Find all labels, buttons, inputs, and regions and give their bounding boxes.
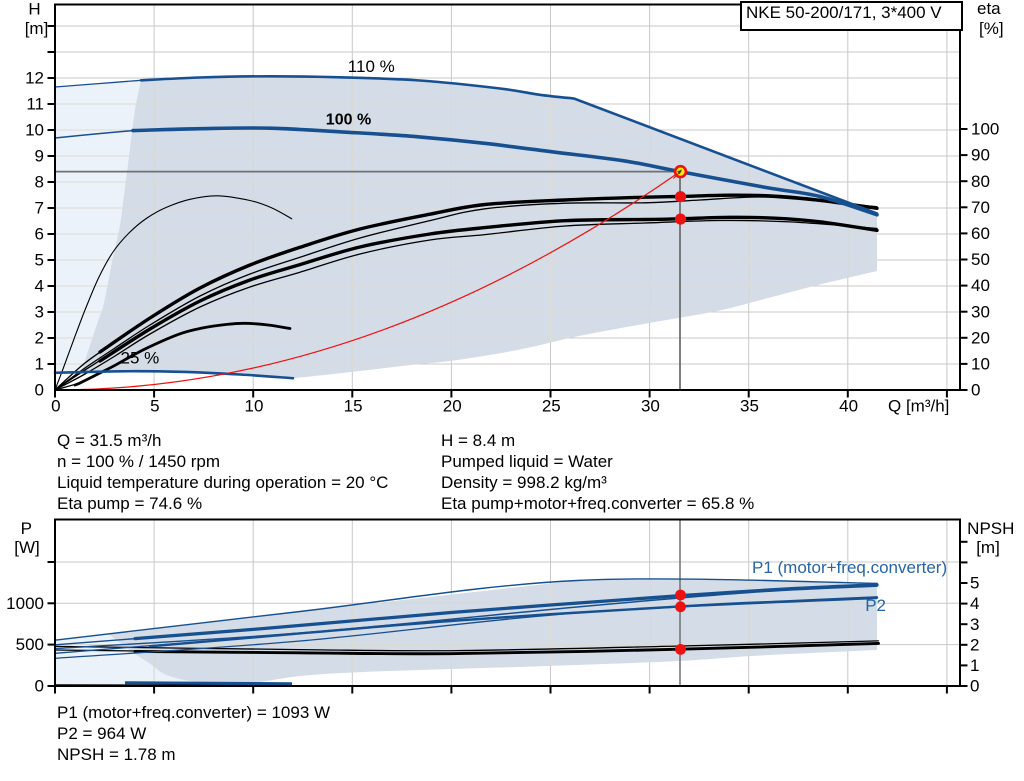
svg-text:40: 40 [971, 276, 990, 295]
svg-text:8: 8 [35, 173, 44, 192]
svg-text:0: 0 [971, 381, 980, 400]
svg-text:1000: 1000 [6, 594, 44, 613]
svg-text:40: 40 [839, 396, 858, 415]
svg-text:0: 0 [35, 381, 44, 400]
svg-text:4: 4 [970, 594, 979, 613]
svg-text:6: 6 [35, 225, 44, 244]
svg-text:1: 1 [35, 355, 44, 374]
svg-text:P2: P2 [865, 596, 886, 615]
svg-text:10: 10 [245, 396, 264, 415]
svg-text:P1 (motor+freq.converter): P1 (motor+freq.converter) [752, 558, 947, 577]
svg-text:70: 70 [971, 198, 990, 217]
svg-text:80: 80 [971, 172, 990, 191]
svg-text:H: H [28, 0, 40, 18]
svg-text:10: 10 [971, 355, 990, 374]
svg-text:0: 0 [35, 677, 44, 696]
svg-text:2: 2 [970, 635, 979, 654]
svg-text:2: 2 [35, 329, 44, 348]
svg-text:30: 30 [641, 396, 660, 415]
svg-text:50: 50 [971, 250, 990, 269]
svg-text:5: 5 [150, 396, 159, 415]
svg-text:10: 10 [25, 121, 44, 140]
svg-text:30: 30 [971, 302, 990, 321]
svg-text:60: 60 [971, 224, 990, 243]
svg-text:100: 100 [971, 120, 999, 139]
svg-text:NPSH: NPSH [967, 519, 1014, 538]
svg-text:500: 500 [16, 635, 44, 654]
svg-text:12: 12 [25, 69, 44, 88]
svg-text:110 %: 110 % [348, 57, 395, 76]
svg-text:[m]: [m] [976, 538, 1000, 557]
svg-text:25: 25 [542, 396, 561, 415]
svg-text:5: 5 [970, 574, 979, 593]
svg-text:9: 9 [35, 147, 44, 166]
svg-text:20: 20 [971, 328, 990, 347]
svg-text:Q [m³/h]: Q [m³/h] [888, 396, 949, 415]
svg-text:11: 11 [26, 95, 44, 114]
svg-text:3: 3 [35, 303, 44, 322]
svg-text:90: 90 [971, 146, 990, 165]
svg-text:0: 0 [970, 677, 979, 696]
svg-text:15: 15 [344, 396, 363, 415]
svg-text:4: 4 [35, 277, 44, 296]
svg-text:[W]: [W] [14, 538, 40, 557]
svg-text:100 %: 100 % [326, 111, 371, 128]
svg-text:0: 0 [51, 396, 60, 415]
svg-text:[m]: [m] [25, 19, 49, 38]
svg-text:3: 3 [970, 615, 979, 634]
svg-text:[%]: [%] [979, 19, 1004, 38]
svg-text:25 %: 25 % [121, 349, 160, 368]
svg-text:35: 35 [740, 396, 759, 415]
svg-text:1: 1 [970, 656, 979, 675]
svg-text:eta: eta [977, 0, 1001, 18]
svg-text:5: 5 [35, 251, 44, 270]
svg-text:7: 7 [35, 199, 44, 218]
svg-text:P: P [21, 519, 32, 538]
svg-text:20: 20 [443, 396, 462, 415]
